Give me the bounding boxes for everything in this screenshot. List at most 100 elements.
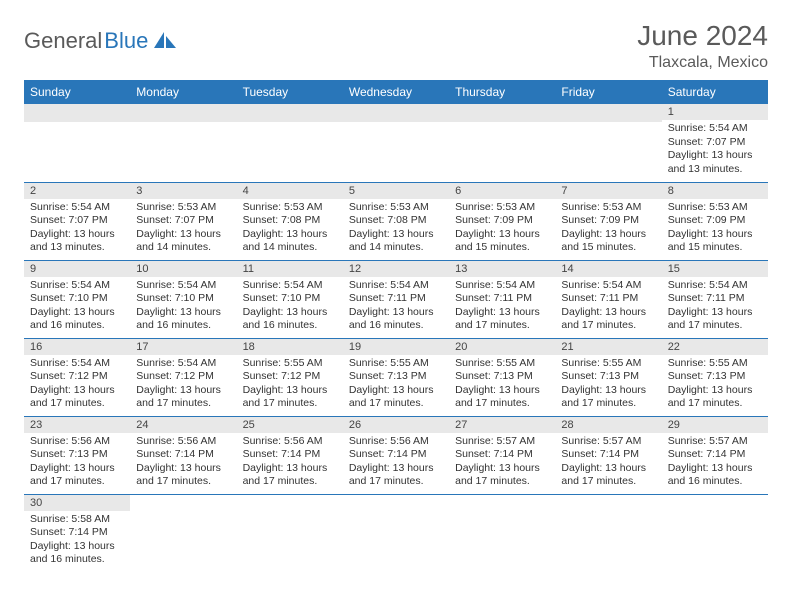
calendar-cell: 1Sunrise: 5:54 AMSunset: 7:07 PMDaylight… — [662, 104, 768, 182]
daylight-line: Daylight: 13 hours and 17 minutes. — [243, 384, 337, 411]
day-details: Sunrise: 5:57 AMSunset: 7:14 PMDaylight:… — [662, 433, 768, 494]
calendar-cell — [662, 494, 768, 572]
daylight-line: Daylight: 13 hours and 17 minutes. — [561, 384, 655, 411]
day-number: 6 — [449, 183, 555, 199]
sunset-line: Sunset: 7:14 PM — [668, 448, 762, 462]
sunset-line: Sunset: 7:12 PM — [136, 370, 230, 384]
daylight-line: Daylight: 13 hours and 16 minutes. — [30, 540, 124, 567]
sunset-line: Sunset: 7:14 PM — [561, 448, 655, 462]
day-details: Sunrise: 5:55 AMSunset: 7:13 PMDaylight:… — [555, 355, 661, 416]
sunset-line: Sunset: 7:13 PM — [561, 370, 655, 384]
calendar-cell: 25Sunrise: 5:56 AMSunset: 7:14 PMDayligh… — [237, 416, 343, 494]
daylight-line: Daylight: 13 hours and 17 minutes. — [561, 462, 655, 489]
day-details: Sunrise: 5:55 AMSunset: 7:12 PMDaylight:… — [237, 355, 343, 416]
daylight-line: Daylight: 13 hours and 13 minutes. — [668, 149, 762, 176]
calendar-cell: 6Sunrise: 5:53 AMSunset: 7:09 PMDaylight… — [449, 182, 555, 260]
day-number: 10 — [130, 261, 236, 277]
calendar-cell — [343, 104, 449, 182]
sunrise-line: Sunrise: 5:54 AM — [668, 122, 762, 136]
calendar-cell: 20Sunrise: 5:55 AMSunset: 7:13 PMDayligh… — [449, 338, 555, 416]
day-number: 15 — [662, 261, 768, 277]
weekday-header: Monday — [130, 80, 236, 104]
sunrise-line: Sunrise: 5:54 AM — [243, 279, 337, 293]
calendar-cell: 7Sunrise: 5:53 AMSunset: 7:09 PMDaylight… — [555, 182, 661, 260]
calendar-cell — [449, 104, 555, 182]
day-details: Sunrise: 5:54 AMSunset: 7:07 PMDaylight:… — [24, 199, 130, 260]
calendar-row: 30Sunrise: 5:58 AMSunset: 7:14 PMDayligh… — [24, 494, 768, 572]
day-number: 17 — [130, 339, 236, 355]
calendar-cell — [555, 104, 661, 182]
sunrise-line: Sunrise: 5:54 AM — [30, 357, 124, 371]
calendar-cell — [343, 494, 449, 572]
calendar-cell — [237, 494, 343, 572]
calendar-cell: 2Sunrise: 5:54 AMSunset: 7:07 PMDaylight… — [24, 182, 130, 260]
calendar-row: 23Sunrise: 5:56 AMSunset: 7:13 PMDayligh… — [24, 416, 768, 494]
sunset-line: Sunset: 7:10 PM — [136, 292, 230, 306]
day-details: Sunrise: 5:54 AMSunset: 7:11 PMDaylight:… — [343, 277, 449, 338]
sunrise-line: Sunrise: 5:57 AM — [668, 435, 762, 449]
title-block: June 2024 Tlaxcala, Mexico — [637, 20, 768, 72]
calendar-row: 1Sunrise: 5:54 AMSunset: 7:07 PMDaylight… — [24, 104, 768, 182]
day-details: Sunrise: 5:55 AMSunset: 7:13 PMDaylight:… — [662, 355, 768, 416]
empty-daynum — [449, 104, 555, 122]
sail-icon — [152, 30, 178, 53]
day-details: Sunrise: 5:53 AMSunset: 7:09 PMDaylight:… — [449, 199, 555, 260]
calendar-cell: 19Sunrise: 5:55 AMSunset: 7:13 PMDayligh… — [343, 338, 449, 416]
sunset-line: Sunset: 7:11 PM — [668, 292, 762, 306]
day-number: 8 — [662, 183, 768, 199]
sunrise-line: Sunrise: 5:55 AM — [561, 357, 655, 371]
daylight-line: Daylight: 13 hours and 17 minutes. — [30, 462, 124, 489]
day-number: 24 — [130, 417, 236, 433]
weekday-header: Sunday — [24, 80, 130, 104]
calendar-cell: 12Sunrise: 5:54 AMSunset: 7:11 PMDayligh… — [343, 260, 449, 338]
weekday-header: Friday — [555, 80, 661, 104]
sunrise-line: Sunrise: 5:56 AM — [349, 435, 443, 449]
day-details: Sunrise: 5:57 AMSunset: 7:14 PMDaylight:… — [449, 433, 555, 494]
weekday-header-row: SundayMondayTuesdayWednesdayThursdayFrid… — [24, 80, 768, 104]
sunrise-line: Sunrise: 5:55 AM — [668, 357, 762, 371]
day-details: Sunrise: 5:53 AMSunset: 7:07 PMDaylight:… — [130, 199, 236, 260]
header: GeneralBlue June 2024 Tlaxcala, Mexico — [24, 20, 768, 72]
weekday-header: Wednesday — [343, 80, 449, 104]
sunset-line: Sunset: 7:13 PM — [30, 448, 124, 462]
day-details: Sunrise: 5:54 AMSunset: 7:11 PMDaylight:… — [662, 277, 768, 338]
day-number: 26 — [343, 417, 449, 433]
daylight-line: Daylight: 13 hours and 16 minutes. — [243, 306, 337, 333]
day-details: Sunrise: 5:56 AMSunset: 7:13 PMDaylight:… — [24, 433, 130, 494]
weekday-header: Tuesday — [237, 80, 343, 104]
day-details: Sunrise: 5:53 AMSunset: 7:09 PMDaylight:… — [555, 199, 661, 260]
calendar-cell: 16Sunrise: 5:54 AMSunset: 7:12 PMDayligh… — [24, 338, 130, 416]
daylight-line: Daylight: 13 hours and 14 minutes. — [243, 228, 337, 255]
daylight-line: Daylight: 13 hours and 17 minutes. — [561, 306, 655, 333]
sunset-line: Sunset: 7:07 PM — [136, 214, 230, 228]
empty-daynum — [24, 104, 130, 122]
sunrise-line: Sunrise: 5:54 AM — [30, 279, 124, 293]
sunrise-line: Sunrise: 5:54 AM — [136, 357, 230, 371]
day-number: 7 — [555, 183, 661, 199]
calendar-cell: 15Sunrise: 5:54 AMSunset: 7:11 PMDayligh… — [662, 260, 768, 338]
sunset-line: Sunset: 7:10 PM — [243, 292, 337, 306]
daylight-line: Daylight: 13 hours and 17 minutes. — [349, 462, 443, 489]
month-title: June 2024 — [637, 20, 768, 52]
sunset-line: Sunset: 7:13 PM — [455, 370, 549, 384]
day-details: Sunrise: 5:55 AMSunset: 7:13 PMDaylight:… — [343, 355, 449, 416]
day-number: 21 — [555, 339, 661, 355]
calendar-cell: 5Sunrise: 5:53 AMSunset: 7:08 PMDaylight… — [343, 182, 449, 260]
day-number: 22 — [662, 339, 768, 355]
sunset-line: Sunset: 7:14 PM — [243, 448, 337, 462]
day-number: 4 — [237, 183, 343, 199]
daylight-line: Daylight: 13 hours and 14 minutes. — [349, 228, 443, 255]
day-number: 5 — [343, 183, 449, 199]
sunrise-line: Sunrise: 5:56 AM — [30, 435, 124, 449]
day-number: 23 — [24, 417, 130, 433]
calendar-cell: 14Sunrise: 5:54 AMSunset: 7:11 PMDayligh… — [555, 260, 661, 338]
sunset-line: Sunset: 7:08 PM — [243, 214, 337, 228]
day-number: 28 — [555, 417, 661, 433]
calendar-row: 9Sunrise: 5:54 AMSunset: 7:10 PMDaylight… — [24, 260, 768, 338]
day-details: Sunrise: 5:56 AMSunset: 7:14 PMDaylight:… — [237, 433, 343, 494]
daylight-line: Daylight: 13 hours and 17 minutes. — [30, 384, 124, 411]
calendar-cell: 24Sunrise: 5:56 AMSunset: 7:14 PMDayligh… — [130, 416, 236, 494]
calendar-cell: 10Sunrise: 5:54 AMSunset: 7:10 PMDayligh… — [130, 260, 236, 338]
sunset-line: Sunset: 7:14 PM — [455, 448, 549, 462]
calendar-cell: 28Sunrise: 5:57 AMSunset: 7:14 PMDayligh… — [555, 416, 661, 494]
